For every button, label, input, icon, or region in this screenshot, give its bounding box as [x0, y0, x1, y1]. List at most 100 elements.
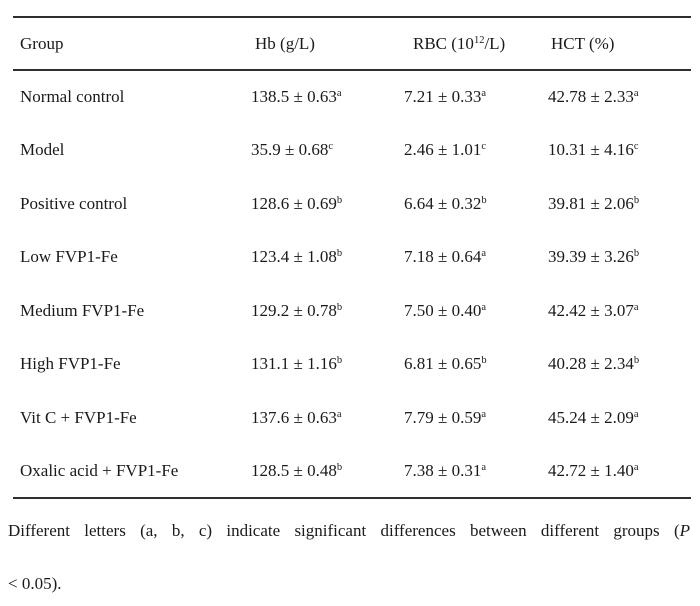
- hematology-results-table: Group Hb (g/L) RBC (1012/L) HCT (%) Norm…: [13, 16, 691, 499]
- hct-value: 42.78 ± 2.33: [548, 87, 634, 107]
- cell-rbc: 6.81 ± 0.65b: [397, 338, 541, 392]
- cell-hb: 123.4 ± 1.08b: [244, 231, 397, 285]
- significance-letter: b: [633, 248, 640, 260]
- hb-value: 128.5 ± 0.48: [251, 460, 337, 480]
- rbc-value: 7.21 ± 0.33: [404, 87, 482, 107]
- cell-group: Vit C + FVP1-Fe: [20, 407, 137, 427]
- hb-value: 129.2 ± 0.78: [251, 300, 337, 320]
- significance-letter: a: [336, 88, 342, 100]
- cell-rbc: 2.46 ± 1.01c: [397, 124, 541, 178]
- hct-value: 39.39 ± 3.26: [548, 247, 634, 267]
- table-header: Group Hb (g/L) RBC (1012/L) HCT (%): [13, 17, 691, 71]
- significance-letter: c: [481, 141, 487, 153]
- significance-letter: b: [336, 461, 343, 473]
- header-cell-hct: HCT (%): [541, 17, 691, 71]
- cell-hct: 45.24 ± 2.09a: [541, 391, 691, 445]
- significance-letter: b: [481, 194, 487, 206]
- cell-rbc: 6.64 ± 0.32b: [397, 177, 541, 231]
- hb-value: 123.4 ± 1.08: [251, 247, 337, 267]
- hct-value: 40.28 ± 2.34: [548, 354, 634, 374]
- cell-rbc: 7.38 ± 0.31a: [397, 445, 541, 499]
- cell-hct: 42.72 ± 1.40a: [541, 445, 691, 499]
- cell-hb: 35.9 ± 0.68c: [244, 124, 397, 178]
- cell-hb: 137.6 ± 0.63a: [244, 391, 397, 445]
- header-cell-hb: Hb (g/L): [244, 17, 397, 71]
- table-row: Low FVP1-Fe 123.4 ± 1.08b 7.18 ± 0.64a 3…: [13, 231, 691, 285]
- significance-letter: b: [336, 301, 343, 313]
- rbc-header-unit: /L): [484, 33, 506, 53]
- cell-hct: 40.28 ± 2.34b: [541, 338, 691, 392]
- significance-letter: a: [633, 88, 639, 100]
- hb-value: 35.9 ± 0.68: [251, 140, 329, 160]
- cell-rbc: 7.21 ± 0.33a: [397, 70, 541, 124]
- significance-letter: a: [481, 88, 487, 100]
- cell-hb: 128.5 ± 0.48b: [244, 445, 397, 499]
- significance-letter: b: [633, 194, 640, 206]
- table-row: High FVP1-Fe 131.1 ± 1.16b 6.81 ± 0.65b …: [13, 338, 691, 392]
- cell-hb: 131.1 ± 1.16b: [244, 338, 397, 392]
- significance-letter: a: [481, 248, 487, 260]
- hct-value: 45.24 ± 2.09: [548, 407, 634, 427]
- table-row: Positive control 128.6 ± 0.69b 6.64 ± 0.…: [13, 177, 691, 231]
- cell-hb: 128.6 ± 0.69b: [244, 177, 397, 231]
- rbc-value: 6.81 ± 0.65: [404, 354, 482, 374]
- cell-group: Normal control: [20, 87, 125, 107]
- hb-value: 131.1 ± 1.16: [251, 354, 337, 374]
- cell-rbc: 7.50 ± 0.40a: [397, 284, 541, 338]
- significance-letter: b: [336, 355, 343, 367]
- cell-hct: 39.81 ± 2.06b: [541, 177, 691, 231]
- significance-letter: a: [481, 408, 487, 420]
- hb-value: 138.5 ± 0.63: [251, 87, 337, 107]
- footnote-text: Different letters (a, b, c) indicate sig…: [8, 521, 680, 540]
- cell-hb: 138.5 ± 0.63a: [244, 70, 397, 124]
- cell-group: Model: [20, 140, 65, 160]
- significance-letter: a: [336, 408, 342, 420]
- significance-letter: b: [336, 248, 343, 260]
- cell-group: Medium FVP1-Fe: [20, 300, 145, 320]
- table-row: Oxalic acid + FVP1-Fe 128.5 ± 0.48b 7.38…: [13, 445, 691, 499]
- significance-letter: c: [328, 141, 334, 153]
- rbc-value: 7.50 ± 0.40: [404, 300, 482, 320]
- table-row: Vit C + FVP1-Fe 137.6 ± 0.63a 7.79 ± 0.5…: [13, 391, 691, 445]
- footnote-line-1: Different letters (a, b, c) indicate sig…: [8, 504, 690, 557]
- rbc-value: 2.46 ± 1.01: [404, 140, 482, 160]
- hct-value: 10.31 ± 4.16: [548, 140, 634, 160]
- table-row: Normal control 138.5 ± 0.63a 7.21 ± 0.33…: [13, 70, 691, 124]
- significance-letter: a: [633, 301, 639, 313]
- significance-letter: a: [633, 408, 639, 420]
- cell-rbc: 7.18 ± 0.64a: [397, 231, 541, 285]
- cell-hct: 10.31 ± 4.16c: [541, 124, 691, 178]
- significance-letter: b: [336, 194, 343, 206]
- cell-hb: 129.2 ± 0.78b: [244, 284, 397, 338]
- rbc-value: 7.38 ± 0.31: [404, 460, 482, 480]
- header-row: Group Hb (g/L) RBC (1012/L) HCT (%): [13, 17, 691, 71]
- table-body: Normal control 138.5 ± 0.63a 7.21 ± 0.33…: [13, 70, 691, 498]
- header-cell-rbc: RBC (1012/L): [397, 17, 541, 71]
- significance-letter: a: [633, 461, 639, 473]
- rbc-header-text: RBC (10: [413, 33, 474, 53]
- cell-rbc: 7.79 ± 0.59a: [397, 391, 541, 445]
- cell-hct: 42.42 ± 3.07a: [541, 284, 691, 338]
- hb-value: 128.6 ± 0.69: [251, 193, 337, 213]
- footnote-line-2: < 0.05).: [8, 574, 62, 593]
- rbc-exponent: 12: [473, 34, 485, 46]
- hb-value: 137.6 ± 0.63: [251, 407, 337, 427]
- table-row: Model 35.9 ± 0.68c 2.46 ± 1.01c 10.31 ± …: [13, 124, 691, 178]
- cell-group: Oxalic acid + FVP1-Fe: [20, 460, 179, 480]
- rbc-value: 7.79 ± 0.59: [404, 407, 482, 427]
- significance-letter: b: [633, 355, 640, 367]
- table-footnote: Different letters (a, b, c) indicate sig…: [8, 504, 690, 606]
- significance-letter: b: [481, 355, 487, 367]
- p-value-symbol: P: [679, 521, 690, 540]
- hct-value: 39.81 ± 2.06: [548, 193, 634, 213]
- rbc-value: 7.18 ± 0.64: [404, 247, 482, 267]
- table-row: Medium FVP1-Fe 129.2 ± 0.78b 7.50 ± 0.40…: [13, 284, 691, 338]
- cell-group: High FVP1-Fe: [20, 354, 121, 374]
- significance-letter: c: [633, 141, 639, 153]
- cell-hct: 39.39 ± 3.26b: [541, 231, 691, 285]
- significance-letter: a: [481, 461, 487, 473]
- cell-hct: 42.78 ± 2.33a: [541, 70, 691, 124]
- significance-letter: a: [481, 301, 487, 313]
- rbc-value: 6.64 ± 0.32: [404, 193, 482, 213]
